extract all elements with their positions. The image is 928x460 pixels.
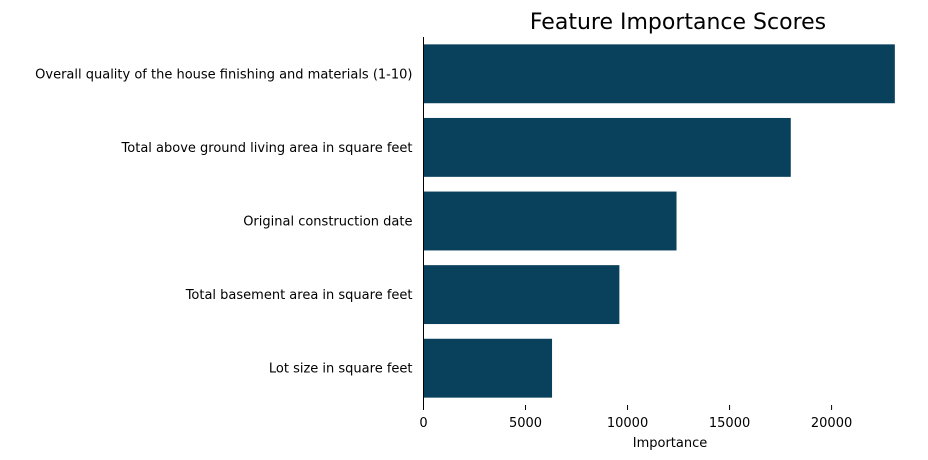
x-tick-label: 10000 [607, 416, 648, 431]
category-label: Overall quality of the house finishing a… [35, 67, 412, 82]
category-label: Total basement area in square feet [185, 288, 413, 303]
bar [423, 191, 677, 251]
category-label: Lot size in square feet [269, 362, 413, 377]
bar [423, 117, 791, 177]
bar [423, 338, 553, 398]
x-axis-label: Importance [633, 436, 708, 451]
x-tick-label: 20000 [811, 416, 852, 431]
x-axis-ticks: 0 5000 10000 15000 20000 [419, 405, 852, 431]
y-axis-labels: Overall quality of the house finishing a… [35, 67, 412, 376]
bars-group [423, 44, 895, 398]
bar [423, 44, 895, 104]
chart-title: Feature Importance Scores [530, 10, 826, 35]
x-tick-label: 15000 [709, 416, 750, 431]
x-tick-label: 5000 [509, 416, 542, 431]
x-tick-label: 0 [419, 416, 427, 431]
bar [423, 265, 620, 325]
category-label: Total above ground living area in square… [121, 141, 413, 156]
category-label: Original construction date [243, 215, 412, 230]
